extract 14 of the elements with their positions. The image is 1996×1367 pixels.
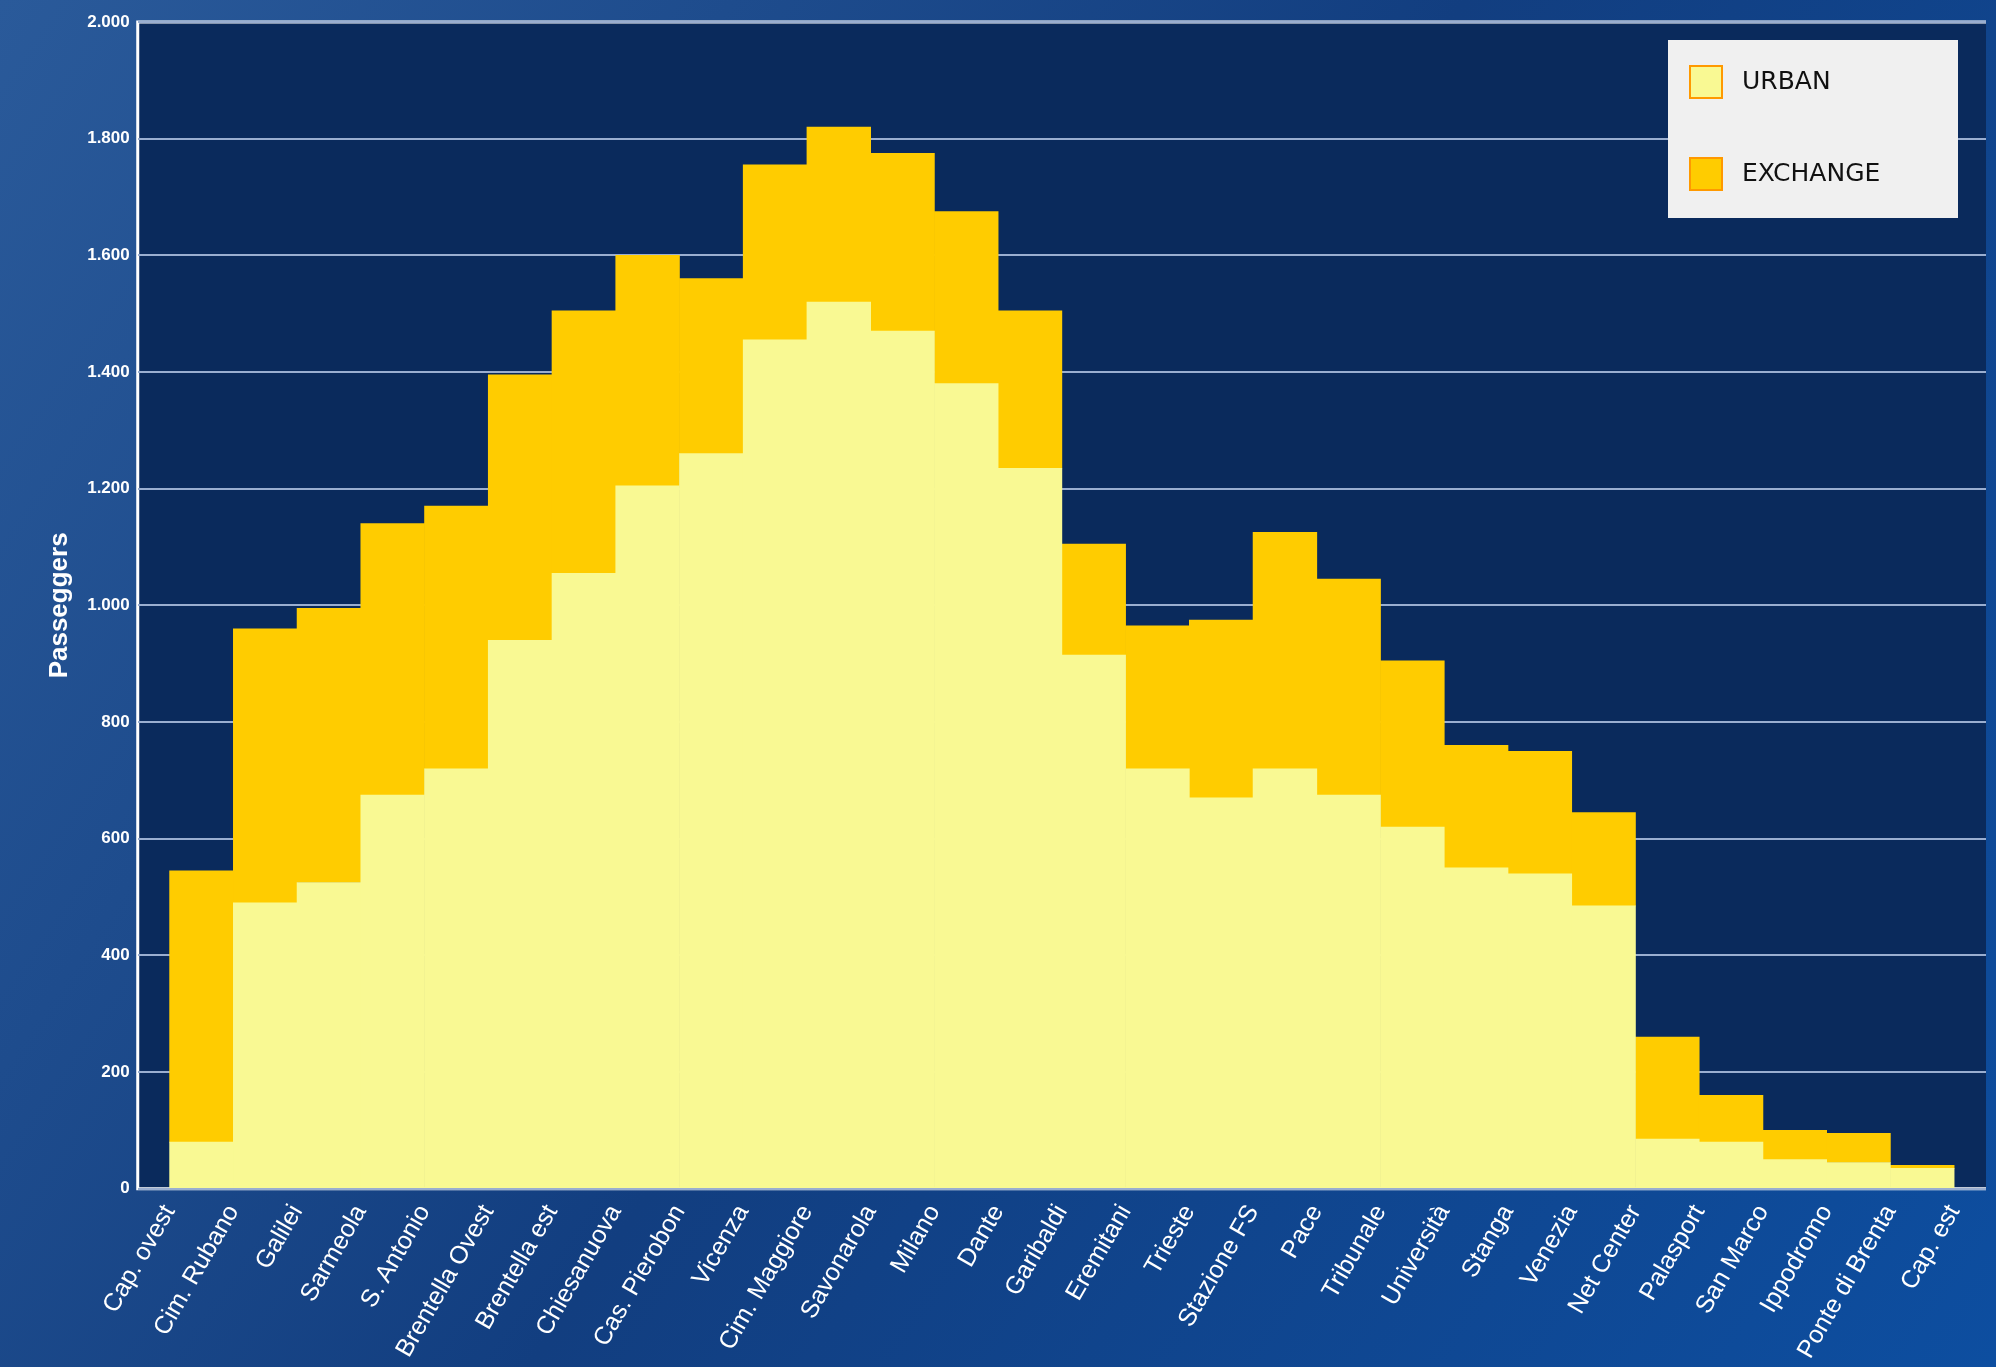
y-tick-label: 1.200 [87,478,130,498]
y-tick-label: 800 [101,711,130,731]
legend-label: URBAN [1742,65,1831,95]
y-tick-label: 600 [101,828,130,848]
y-tick-label: 1.000 [87,595,130,615]
y-tick-label: 400 [101,945,130,965]
y-tick-label: 2.000 [87,11,130,31]
legend-label: EXCHANGE [1742,157,1881,187]
y-tick-label: 1.600 [87,245,130,265]
y-tick-label: 0 [120,1178,130,1198]
y-axis-title: Passeggers [42,532,73,679]
y-tick-label: 1.800 [87,128,130,148]
y-tick-label: 1.400 [87,361,130,381]
y-tick-label: 200 [101,1061,130,1081]
